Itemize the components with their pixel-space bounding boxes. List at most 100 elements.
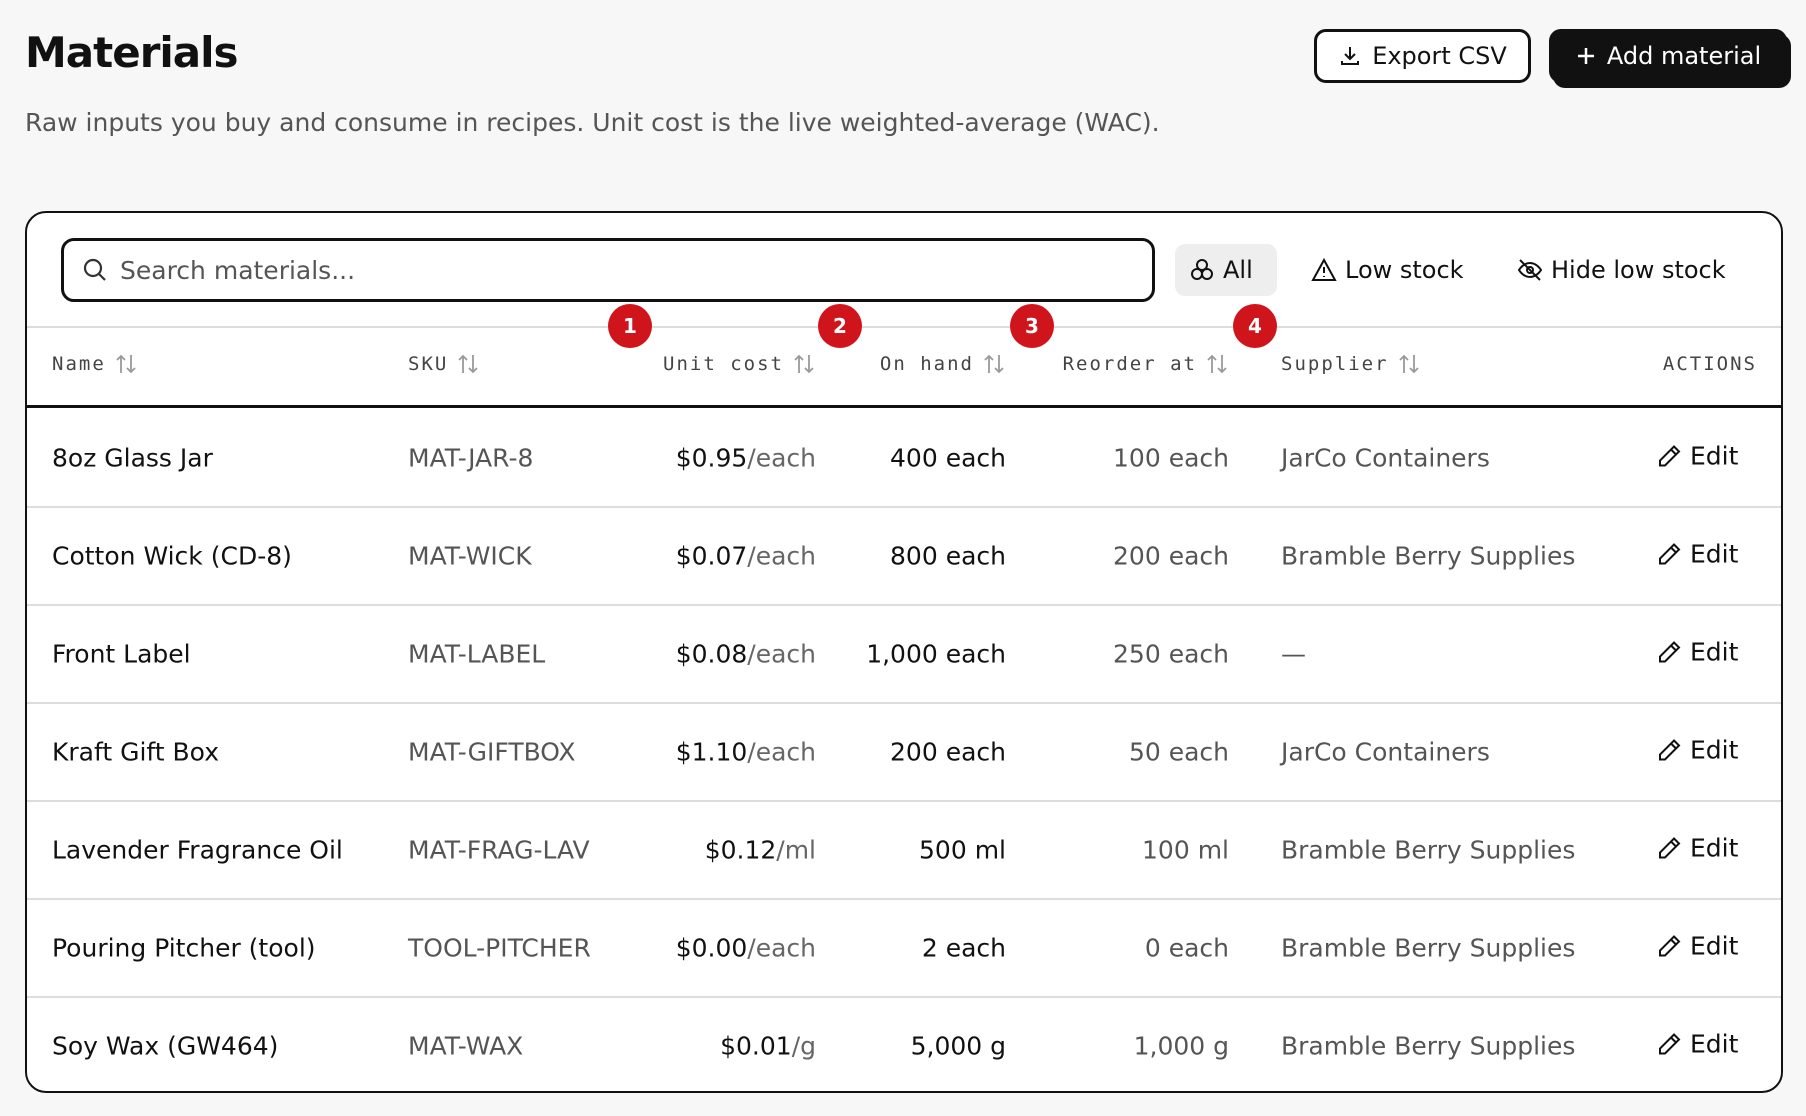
reorder-at: 0 each — [1144, 933, 1229, 963]
page-subtitle: Raw inputs you buy and consume in recipe… — [25, 108, 1160, 137]
row-divider — [27, 996, 1781, 998]
material-name: Soy Wax (GW464) — [52, 1031, 279, 1061]
supplier: JarCo Containers — [1281, 737, 1490, 767]
edit-label: Edit — [1690, 1029, 1739, 1059]
search-input[interactable]: Search materials... — [61, 238, 1155, 302]
column-label: Supplier — [1281, 353, 1389, 375]
reorder-at: 200 each — [1113, 541, 1229, 571]
sku: MAT-GIFTBOX — [408, 737, 576, 767]
edit-button[interactable]: Edit — [1656, 932, 1738, 961]
badge: 2 — [818, 304, 862, 348]
row-divider — [27, 800, 1781, 802]
filter-label: All — [1223, 256, 1253, 284]
supplier: JarCo Containers — [1281, 443, 1490, 473]
unit-cost: $0.95/each — [676, 444, 816, 473]
table-card: Search materials... All Low stock Hide l… — [25, 211, 1783, 1093]
add-button[interactable]: Add material — [1549, 29, 1787, 83]
unit-cost: $0.01/g — [720, 1032, 816, 1061]
filter-label: Hide low stock — [1551, 256, 1726, 284]
supplier: Bramble Berry Supplies — [1281, 933, 1576, 963]
sku: MAT-WAX — [408, 1031, 524, 1061]
filter-hide-low-stock[interactable]: Hide low stock — [1503, 244, 1740, 296]
edit-label: Edit — [1690, 735, 1739, 765]
edit-icon — [1659, 640, 1681, 662]
supplier: Bramble Berry Supplies — [1281, 541, 1576, 571]
button-label: Add material — [1606, 42, 1762, 70]
divider — [27, 326, 1781, 328]
edit-button[interactable]: Edit — [1656, 1030, 1738, 1059]
edit-label: Edit — [1690, 931, 1739, 961]
edit-icon — [1659, 444, 1681, 466]
edit-button[interactable]: Edit — [1656, 540, 1738, 569]
filter-low-stock[interactable]: Low stock — [1297, 244, 1478, 296]
edit-icon — [1659, 542, 1681, 564]
edit-icon — [1659, 738, 1681, 760]
column-header[interactable]: Supplier — [1281, 353, 1421, 375]
column-label: SKU — [408, 353, 449, 375]
column-label: ACTIONS — [1662, 353, 1757, 375]
unit: /each — [747, 541, 816, 571]
on-hand: 200 each — [890, 737, 1006, 767]
export-button[interactable]: Export CSV — [1314, 29, 1531, 83]
row-divider — [27, 898, 1781, 900]
price: $1.10 — [675, 737, 748, 767]
edit-icon — [1659, 934, 1681, 956]
unit-cost: $1.10/each — [676, 738, 816, 767]
material-name: 8oz Glass Jar — [52, 443, 213, 473]
material-name: Pouring Pitcher (tool) — [52, 933, 316, 963]
edit-label: Edit — [1690, 539, 1739, 569]
price: $0.00 — [675, 933, 748, 963]
price: $0.08 — [675, 639, 748, 669]
header-divider — [27, 405, 1781, 408]
reorder-at: 50 each — [1128, 737, 1229, 767]
column-label: Reorder at — [1062, 353, 1197, 375]
supplier: Bramble Berry Supplies — [1281, 835, 1576, 865]
column-header[interactable]: On hand — [880, 353, 1006, 375]
row-divider — [27, 506, 1781, 508]
sku: MAT-WICK — [408, 541, 532, 571]
column-header[interactable]: Unit cost — [663, 353, 816, 375]
reorder-at: 1,000 g — [1133, 1031, 1229, 1061]
reorder-at: 100 each — [1113, 443, 1229, 473]
unit-cost: $0.12/ml — [705, 836, 816, 865]
filter-all[interactable]: All — [1175, 244, 1277, 296]
unit: /each — [747, 443, 816, 473]
unit-cost: $0.08/each — [676, 640, 816, 669]
column-header[interactable]: Reorder at — [1063, 353, 1229, 375]
search-placeholder: Search materials... — [120, 255, 356, 285]
on-hand: 400 each — [890, 443, 1006, 473]
edit-label: Edit — [1690, 637, 1739, 667]
button-label: Export CSV — [1372, 42, 1507, 70]
edit-button[interactable]: Edit — [1656, 736, 1738, 765]
unit: /each — [747, 933, 816, 963]
badge: 4 — [1233, 304, 1277, 348]
unit: /ml — [776, 835, 816, 865]
sku: TOOL-PITCHER — [408, 933, 591, 963]
column-label: On hand — [879, 353, 974, 375]
supplier: — — [1281, 639, 1306, 669]
price: $0.07 — [675, 541, 748, 571]
unit-cost: $0.07/each — [676, 542, 816, 571]
material-name: Kraft Gift Box — [52, 737, 220, 767]
price: $0.95 — [675, 443, 748, 473]
row-divider — [27, 702, 1781, 704]
on-hand: 500 ml — [919, 835, 1006, 865]
column-label: Name — [52, 353, 106, 375]
edit-label: Edit — [1690, 833, 1739, 863]
reorder-at: 250 each — [1113, 639, 1229, 669]
edit-label: Edit — [1690, 441, 1739, 471]
filter-label: Low stock — [1345, 256, 1464, 284]
edit-button[interactable]: Edit — [1656, 834, 1738, 863]
sku: MAT-LABEL — [408, 639, 546, 669]
edit-button[interactable]: Edit — [1656, 638, 1738, 667]
sku: MAT-FRAG-LAV — [408, 835, 590, 865]
column-header[interactable]: SKU — [408, 353, 480, 375]
material-name: Cotton Wick (CD-8) — [52, 541, 292, 571]
edit-button[interactable]: Edit — [1656, 442, 1738, 471]
column-header: ACTIONS — [1663, 353, 1757, 375]
column-label: Unit cost — [663, 353, 784, 375]
on-hand: 1,000 each — [866, 639, 1006, 669]
on-hand: 2 each — [921, 933, 1006, 963]
column-header[interactable]: Name — [52, 353, 138, 375]
